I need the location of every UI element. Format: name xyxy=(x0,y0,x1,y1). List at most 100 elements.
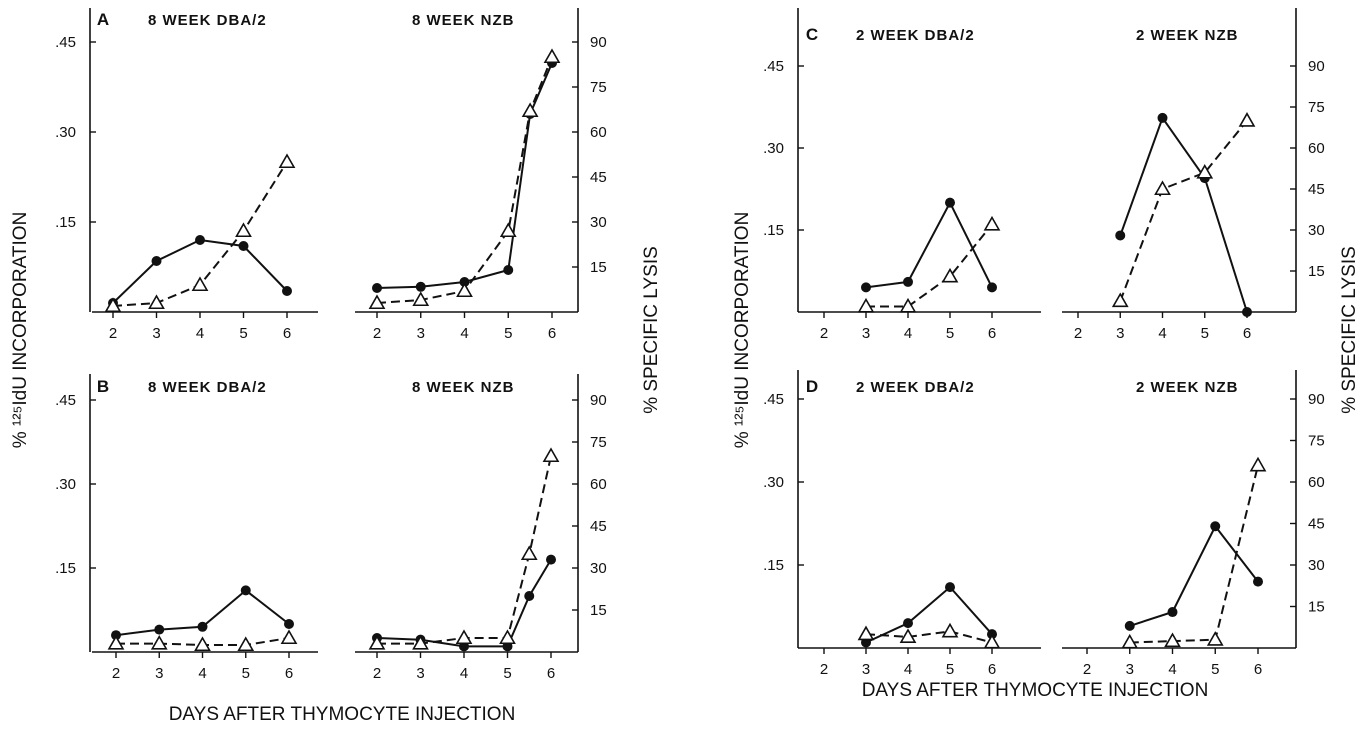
y-right-tick-label-D-1: 30 xyxy=(1308,557,1325,574)
panel-label-C: C xyxy=(806,25,818,44)
x-tick-label-B-left-4: 4 xyxy=(198,665,206,682)
series-line-B-right-1 xyxy=(377,455,552,645)
y-left-tick-label-B-0: .15 xyxy=(55,560,76,577)
series-line-A-left-0 xyxy=(112,238,288,304)
point-triangle-B-right-5 xyxy=(542,447,560,463)
y-right-tick-label-B-4: 75 xyxy=(590,434,607,451)
x-tick-label-A-right-2: 2 xyxy=(373,325,381,342)
y-axis-label-left-fig2: % ¹²⁵IdU INCORPORATION xyxy=(732,212,753,449)
x-tick-label-D-left-6: 6 xyxy=(988,661,996,678)
point-circle-D-right-3 xyxy=(1253,576,1263,587)
y-right-tick-label-B-2: 45 xyxy=(590,518,607,535)
y-right-tick-label-D-5: 90 xyxy=(1308,391,1325,408)
point-circle-A-right-1 xyxy=(415,281,426,292)
x-tick-label-A-left-2: 2 xyxy=(109,325,117,342)
point-triangle-A-right-5 xyxy=(543,48,561,64)
x-tick-label-C-left-6: 6 xyxy=(988,325,996,342)
point-circle-C-right-1 xyxy=(1157,112,1168,123)
x-tick-label-D-right-6: 6 xyxy=(1254,661,1262,678)
point-circle-A-left-4 xyxy=(282,286,292,296)
x-tick-label-B-right-3: 3 xyxy=(416,665,424,682)
point-triangle-A-right-1 xyxy=(412,291,430,307)
point-triangle-A-left-3 xyxy=(235,222,252,238)
series-line-D-left-1 xyxy=(865,630,993,644)
point-triangle-D-left-3 xyxy=(983,633,1001,649)
point-triangle-A-left-2 xyxy=(191,276,209,292)
point-triangle-B-left-3 xyxy=(237,636,255,652)
series-line-C-left-1 xyxy=(866,223,993,308)
point-triangle-D-left-2 xyxy=(941,622,959,638)
x-tick-label-C-left-5: 5 xyxy=(946,325,954,342)
y-left-tick-label-B-1: .30 xyxy=(55,476,76,493)
y-right-tick-label-D-4: 75 xyxy=(1308,433,1325,450)
point-circle-D-left-1 xyxy=(903,618,913,629)
x-tick-label-A-left-5: 5 xyxy=(239,325,247,342)
x-axis-label-right: DAYS AFTER THYMOCYTE INJECTION xyxy=(862,680,1209,701)
x-tick-label-A-left-4: 4 xyxy=(196,325,204,342)
point-triangle-A-left-0 xyxy=(104,297,122,313)
point-triangle-A-right-3 xyxy=(499,222,517,238)
point-circle-C-left-3 xyxy=(987,282,997,293)
point-circle-A-left-1 xyxy=(151,256,162,266)
point-circle-B-left-2 xyxy=(197,621,208,632)
panel-title-B-left: 8 WEEK DBA/2 xyxy=(148,379,267,396)
point-circle-A-left-3 xyxy=(238,241,249,251)
point-circle-A-right-3 xyxy=(503,265,514,275)
point-triangle-C-left-1 xyxy=(899,297,917,313)
point-circle-B-right-5 xyxy=(546,554,556,565)
point-triangle-B-left-1 xyxy=(150,634,168,650)
x-tick-label-B-left-6: 6 xyxy=(285,665,293,682)
y-left-tick-label-C-1: .30 xyxy=(763,140,784,157)
x-tick-label-C-right-3: 3 xyxy=(1116,325,1124,342)
y-right-tick-label-D-0: 15 xyxy=(1308,599,1325,616)
panel-title-A-right: 8 WEEK NZB xyxy=(412,12,515,29)
y-right-tick-label-C-3: 60 xyxy=(1308,140,1325,157)
y-left-tick-label-B-2: .45 xyxy=(55,392,76,409)
x-tick-label-D-right-3: 3 xyxy=(1126,661,1134,678)
series-line-A-right-1 xyxy=(376,56,553,304)
x-tick-label-C-right-4: 4 xyxy=(1158,325,1166,342)
x-tick-label-C-left-3: 3 xyxy=(862,325,870,342)
panel-title-C-right: 2 WEEK NZB xyxy=(1136,27,1239,44)
x-tick-label-D-right-2: 2 xyxy=(1083,661,1091,678)
y-axis-label-right-fig1: % SPECIFIC LYSIS xyxy=(641,246,662,414)
y-right-tick-label-D-2: 45 xyxy=(1308,516,1325,533)
point-circle-A-right-0 xyxy=(372,283,382,293)
series-line-A-right-0 xyxy=(376,62,553,289)
panel-title-D-right: 2 WEEK NZB xyxy=(1136,379,1239,396)
point-triangle-B-left-4 xyxy=(280,629,298,645)
point-circle-D-left-2 xyxy=(945,582,955,593)
y-right-tick-label-A-0: 15 xyxy=(590,259,607,276)
y-left-tick-label-D-0: .15 xyxy=(763,557,784,574)
y-right-tick-label-B-3: 60 xyxy=(590,476,607,493)
x-tick-label-B-right-4: 4 xyxy=(460,665,468,682)
x-tick-label-B-left-2: 2 xyxy=(112,665,120,682)
x-tick-label-C-right-2: 2 xyxy=(1074,325,1082,342)
y-left-tick-label-D-2: .45 xyxy=(763,391,784,408)
point-triangle-A-right-2 xyxy=(456,282,473,298)
y-right-tick-label-C-5: 90 xyxy=(1308,58,1325,75)
point-circle-C-left-0 xyxy=(861,282,871,293)
point-circle-B-left-4 xyxy=(284,619,294,629)
y-right-tick-label-C-4: 75 xyxy=(1308,99,1325,116)
panel-title-D-left: 2 WEEK DBA/2 xyxy=(856,379,975,396)
point-circle-B-right-4 xyxy=(524,591,535,601)
x-tick-label-D-left-3: 3 xyxy=(862,661,870,678)
point-triangle-C-right-0 xyxy=(1111,292,1129,308)
x-tick-label-B-left-3: 3 xyxy=(155,665,163,682)
point-triangle-C-right-1 xyxy=(1154,180,1171,196)
point-triangle-D-left-1 xyxy=(899,628,917,643)
point-triangle-A-left-4 xyxy=(278,153,296,169)
y-left-tick-label-A-1: .30 xyxy=(55,124,76,141)
y-right-tick-label-D-3: 60 xyxy=(1308,474,1325,491)
point-triangle-A-right-4 xyxy=(521,102,539,118)
point-circle-C-left-2 xyxy=(945,197,955,208)
point-circle-B-left-1 xyxy=(154,624,165,635)
y-left-tick-label-C-2: .45 xyxy=(763,58,784,75)
y-right-tick-label-B-5: 90 xyxy=(590,392,607,409)
y-right-tick-label-A-1: 30 xyxy=(590,214,607,231)
x-tick-label-A-left-6: 6 xyxy=(283,325,291,342)
x-tick-label-C-right-5: 5 xyxy=(1201,325,1209,342)
point-triangle-D-right-0 xyxy=(1121,633,1139,649)
x-tick-label-D-right-5: 5 xyxy=(1211,661,1219,678)
